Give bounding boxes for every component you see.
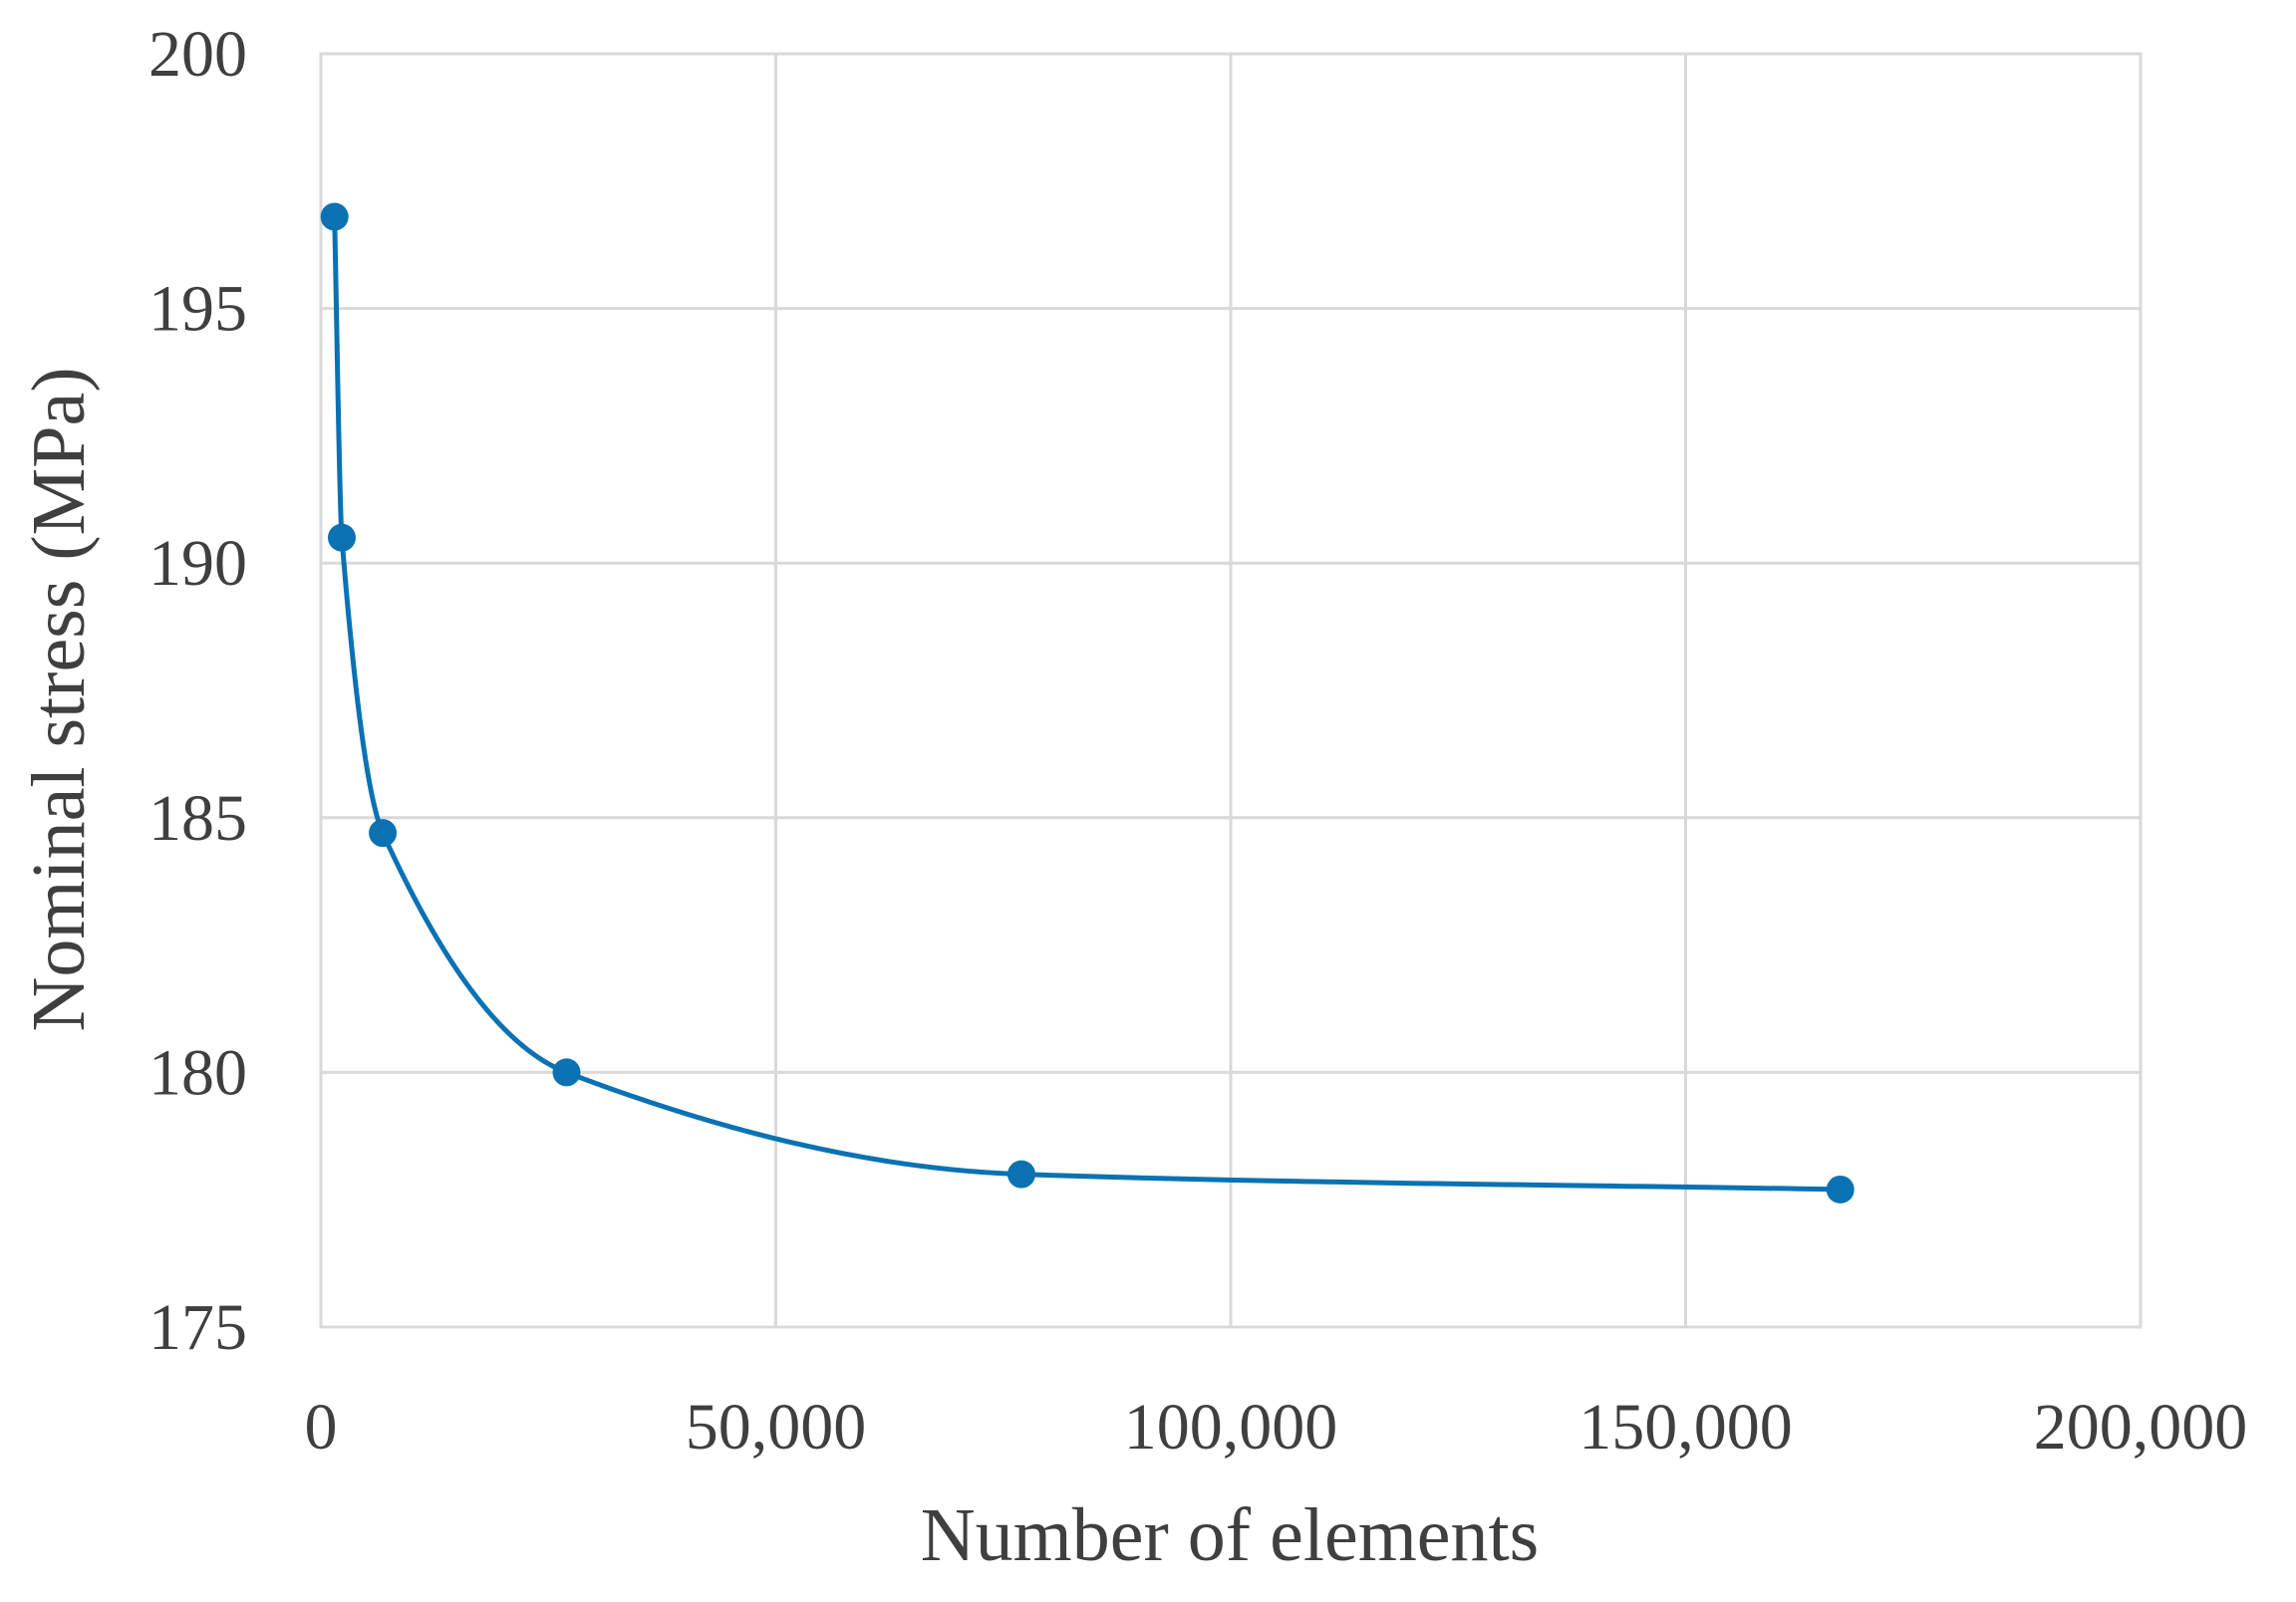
- data-point: [552, 1058, 581, 1087]
- y-tick-label: 175: [148, 1291, 247, 1364]
- y-tick-label: 190: [148, 527, 247, 600]
- grid-layer: [319, 52, 2143, 1329]
- x-tick-label: 50,000: [686, 1391, 867, 1464]
- x-tick-label: 100,000: [1124, 1391, 1338, 1464]
- y-axis-title: Nominal stress (MPa): [17, 367, 101, 1031]
- data-point: [1007, 1160, 1036, 1189]
- series-layer: [320, 202, 1855, 1203]
- data-point: [1826, 1175, 1855, 1203]
- y-tick-label: 185: [148, 782, 247, 855]
- data-point: [327, 523, 356, 552]
- x-axis-title: Number of elements: [921, 1493, 1539, 1577]
- x-tick-label: 0: [305, 1391, 338, 1464]
- y-tick-label: 180: [148, 1036, 247, 1109]
- data-point: [320, 202, 349, 231]
- y-tick-label: 200: [148, 18, 247, 91]
- x-tick-label: 200,000: [2034, 1391, 2248, 1464]
- tick-label-layer: 175 180 185 190 195 200 0 50,000 100,000 150,000 2…: [148, 18, 2247, 1464]
- x-tick-label: 150,000: [1578, 1391, 1793, 1464]
- data-point: [369, 819, 398, 848]
- y-tick-label: 195: [148, 273, 247, 346]
- series-line: [332, 214, 1844, 1193]
- plot-area-border: [319, 52, 2143, 1329]
